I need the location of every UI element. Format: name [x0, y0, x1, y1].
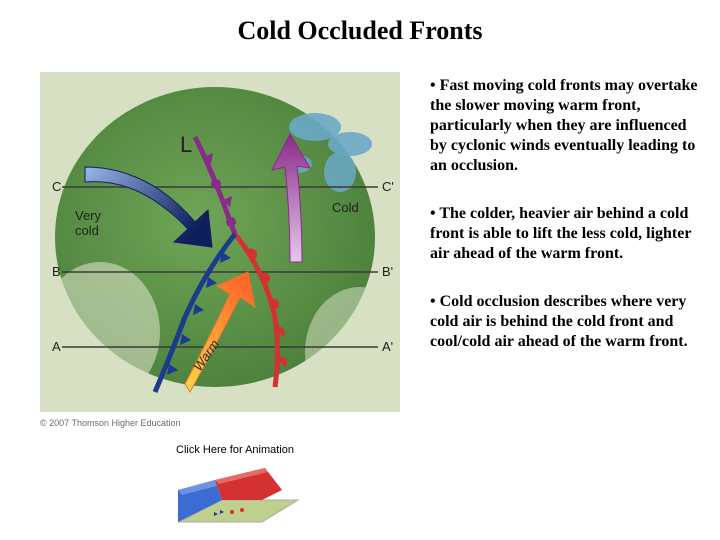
thumb-marker-1 — [230, 510, 234, 514]
lake-3 — [324, 152, 356, 192]
very-cold-label-l1: Very — [75, 208, 102, 223]
occlusion-diagram-svg: L Cold Very cold Warm C C' B B' A A' — [40, 72, 400, 412]
animation-link[interactable]: Click Here for Animation — [150, 444, 320, 456]
label-b-right: B' — [382, 264, 393, 279]
animation-thumb-svg — [170, 460, 300, 530]
label-c-left: C — [52, 179, 61, 194]
low-center-label: L — [180, 132, 192, 157]
thumb-marker-2 — [240, 508, 244, 512]
diagram-credit: © 2007 Thomson Higher Education — [40, 418, 181, 428]
very-cold-label-l2: cold — [75, 223, 99, 238]
animation-thumb[interactable] — [150, 460, 320, 535]
label-b-left: B — [52, 264, 61, 279]
slide: Cold Occluded Fronts — [0, 0, 720, 540]
bullet-list: • Fast moving cold fronts may overtake t… — [430, 76, 698, 380]
cold-label: Cold — [332, 200, 359, 215]
label-a-right: A' — [382, 339, 393, 354]
animation-block: Click Here for Animation — [150, 444, 320, 535]
label-a-left: A — [52, 339, 61, 354]
page-title: Cold Occluded Fronts — [0, 16, 720, 46]
land-edge-sw — [40, 262, 160, 402]
occlusion-diagram: L Cold Very cold Warm C C' B B' A A' — [40, 72, 400, 412]
label-c-right: C' — [382, 179, 394, 194]
lake-2 — [328, 132, 372, 156]
occluded-bump-2 — [226, 217, 236, 227]
occluded-bump-1 — [211, 179, 221, 189]
bullet-3: • Cold occlusion describes where very co… — [430, 292, 698, 352]
bullet-2: • The colder, heavier air behind a cold … — [430, 204, 698, 264]
bullet-1: • Fast moving cold fronts may overtake t… — [430, 76, 698, 176]
